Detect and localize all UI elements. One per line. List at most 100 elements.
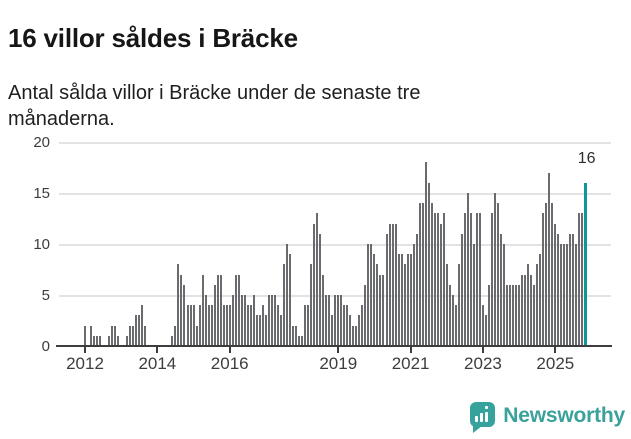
bar bbox=[373, 254, 376, 346]
bar bbox=[192, 305, 195, 346]
x-tick-2023 bbox=[481, 347, 484, 353]
y-axis-label: 5 bbox=[41, 287, 50, 304]
bar bbox=[518, 284, 521, 346]
bar bbox=[367, 244, 370, 346]
bar bbox=[436, 213, 439, 346]
bar bbox=[560, 244, 563, 346]
bar bbox=[334, 295, 337, 346]
bar bbox=[237, 274, 240, 346]
bar bbox=[551, 203, 554, 346]
x-axis-label-2025: 2025 bbox=[536, 354, 575, 373]
bar bbox=[195, 325, 198, 346]
bar bbox=[279, 315, 282, 346]
bar bbox=[385, 233, 388, 346]
bar bbox=[497, 203, 500, 346]
bar bbox=[391, 223, 394, 346]
bar bbox=[252, 295, 255, 346]
bar bbox=[581, 213, 584, 346]
bar bbox=[337, 295, 340, 346]
x-axis-label-2014: 2014 bbox=[138, 354, 177, 373]
y-axis-label: 0 bbox=[41, 338, 50, 355]
bar bbox=[430, 203, 433, 346]
bar bbox=[563, 244, 566, 346]
bar bbox=[210, 305, 213, 346]
bar bbox=[298, 335, 301, 346]
bar bbox=[536, 264, 539, 346]
bar bbox=[132, 325, 135, 346]
bar bbox=[313, 223, 316, 346]
x-axis-label-2012: 2012 bbox=[66, 354, 104, 373]
bar bbox=[352, 325, 355, 346]
bar bbox=[506, 284, 509, 346]
chart-subtitle: Antal sålda villor i Bräcke under de sen… bbox=[8, 82, 421, 131]
bar bbox=[289, 254, 292, 346]
bar bbox=[216, 274, 219, 346]
bar bbox=[500, 233, 503, 346]
bar bbox=[433, 213, 436, 346]
gridline-y15 bbox=[59, 193, 611, 195]
bar bbox=[255, 315, 258, 346]
bar bbox=[322, 274, 325, 346]
gridline-y10 bbox=[59, 244, 611, 246]
bar bbox=[301, 335, 304, 346]
newsworthy-logo[interactable]: Newsworthy bbox=[470, 401, 625, 433]
bar bbox=[346, 305, 349, 346]
bar bbox=[572, 233, 575, 346]
bar bbox=[488, 284, 490, 346]
bar bbox=[261, 305, 264, 346]
bar bbox=[424, 162, 427, 346]
bar bbox=[201, 274, 204, 346]
bar bbox=[527, 264, 530, 346]
logo-mini-bar-2 bbox=[480, 412, 484, 422]
bar bbox=[276, 305, 279, 346]
bar bbox=[397, 254, 400, 346]
bar bbox=[231, 295, 234, 346]
bar bbox=[135, 315, 138, 346]
bar bbox=[183, 284, 186, 346]
bar-chart: 0 5 10 15 20 2012 2014 2016 2019 2021 2023 2025 16 bbox=[33, 133, 612, 373]
bar bbox=[328, 295, 331, 346]
bar bbox=[144, 325, 147, 346]
bar bbox=[114, 325, 117, 346]
bar bbox=[475, 213, 478, 346]
gridline-y20 bbox=[59, 142, 611, 144]
bar bbox=[451, 295, 454, 346]
bar bbox=[421, 203, 424, 346]
bar bbox=[84, 325, 86, 346]
bar bbox=[108, 335, 111, 346]
bar bbox=[126, 335, 129, 346]
x-tick-2014 bbox=[156, 347, 159, 353]
bar bbox=[512, 284, 515, 346]
bar bbox=[349, 315, 352, 346]
x-axis-line bbox=[56, 345, 612, 347]
bar bbox=[129, 325, 132, 346]
bar bbox=[494, 193, 497, 346]
bar bbox=[295, 325, 298, 346]
newsworthy-speech-bubble-bar-chart-icon bbox=[470, 401, 496, 433]
plot-area bbox=[56, 133, 612, 347]
bar bbox=[171, 335, 174, 346]
page-title: 16 villor såldes i Bräcke bbox=[8, 23, 298, 54]
bar bbox=[267, 295, 270, 346]
bar bbox=[524, 274, 527, 346]
bar bbox=[370, 244, 373, 346]
bar bbox=[258, 315, 261, 346]
bar bbox=[282, 264, 285, 346]
x-axis-label-2019: 2019 bbox=[319, 354, 358, 373]
x-tick-2019 bbox=[337, 347, 340, 353]
y-axis-label: 15 bbox=[33, 185, 50, 202]
bar bbox=[427, 182, 430, 346]
bar bbox=[186, 305, 189, 346]
bar bbox=[545, 203, 548, 346]
bar bbox=[569, 233, 572, 346]
bar bbox=[515, 284, 518, 346]
bar bbox=[376, 264, 379, 346]
bar bbox=[566, 244, 569, 346]
x-tick-2016 bbox=[228, 347, 231, 353]
logo-text: Newsworthy bbox=[503, 404, 625, 427]
bar bbox=[557, 233, 560, 346]
bar bbox=[412, 244, 415, 346]
bar bbox=[403, 264, 406, 346]
bar bbox=[325, 295, 328, 346]
bar bbox=[189, 305, 192, 346]
